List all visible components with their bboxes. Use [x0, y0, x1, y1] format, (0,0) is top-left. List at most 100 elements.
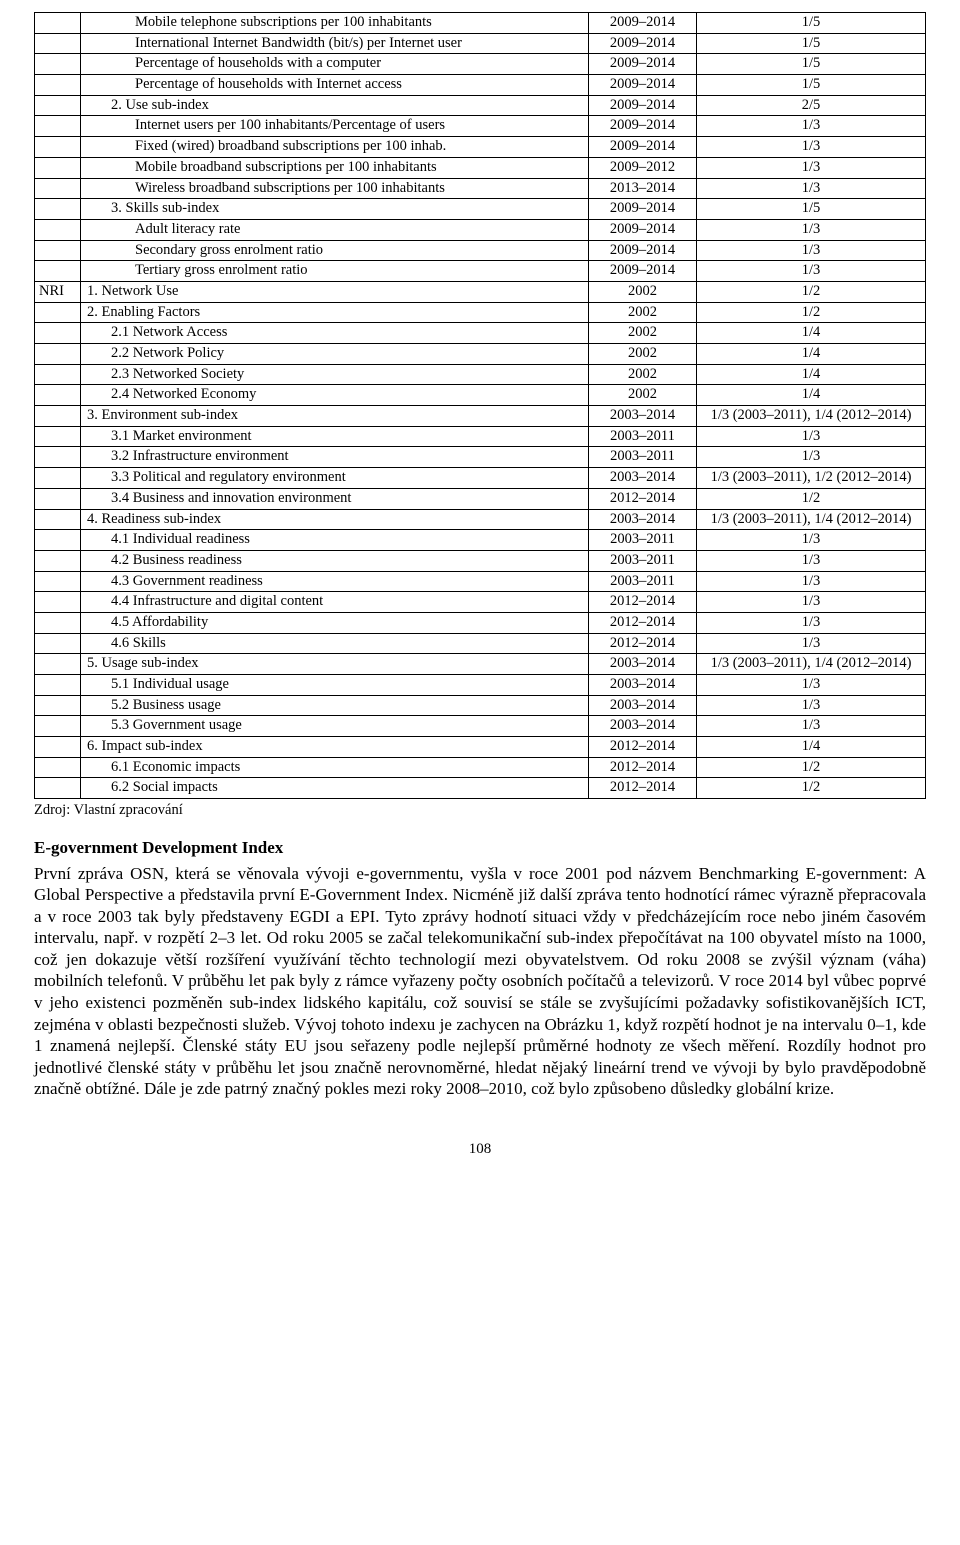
group-cell [35, 675, 81, 696]
weight-cell: 1/5 [697, 13, 926, 34]
weight-cell: 1/3 [697, 612, 926, 633]
indicator-cell: 4.6 Skills [81, 633, 589, 654]
weight-cell: 1/3 [697, 447, 926, 468]
group-cell [35, 219, 81, 240]
group-cell [35, 509, 81, 530]
years-cell: 2003–2014 [589, 406, 697, 427]
weight-cell: 1/4 [697, 344, 926, 365]
source-label: Zdroj: Vlastní zpracování [34, 801, 926, 819]
table-row: Wireless broadband subscriptions per 100… [35, 178, 926, 199]
group-cell [35, 137, 81, 158]
page-number: 108 [34, 1140, 926, 1159]
indicator-cell: Mobile broadband subscriptions per 100 i… [81, 157, 589, 178]
group-cell [35, 33, 81, 54]
indicator-cell: 5.1 Individual usage [81, 675, 589, 696]
years-cell: 2003–2011 [589, 426, 697, 447]
table-row: 4.1 Individual readiness2003–20111/3 [35, 530, 926, 551]
table-row: International Internet Bandwidth (bit/s)… [35, 33, 926, 54]
years-cell: 2003–2011 [589, 530, 697, 551]
group-cell [35, 302, 81, 323]
years-cell: 2009–2014 [589, 13, 697, 34]
indicator-cell: 4.4 Infrastructure and digital content [81, 592, 589, 613]
weight-cell: 1/3 (2003–2011), 1/4 (2012–2014) [697, 406, 926, 427]
group-cell [35, 447, 81, 468]
indicator-cell: 5.2 Business usage [81, 695, 589, 716]
table-row: Adult literacy rate2009–20141/3 [35, 219, 926, 240]
indicator-cell: Wireless broadband subscriptions per 100… [81, 178, 589, 199]
weight-cell: 1/3 [697, 675, 926, 696]
table-row: 3. Environment sub-index2003–20141/3 (20… [35, 406, 926, 427]
weight-cell: 1/3 (2003–2011), 1/4 (2012–2014) [697, 509, 926, 530]
body-paragraph: První zpráva OSN, která se věnovala vývo… [34, 863, 926, 1100]
indicator-cell: Fixed (wired) broadband subscriptions pe… [81, 137, 589, 158]
table-row: Mobile broadband subscriptions per 100 i… [35, 157, 926, 178]
weight-cell: 1/4 [697, 323, 926, 344]
indicator-cell: Adult literacy rate [81, 219, 589, 240]
group-cell [35, 592, 81, 613]
years-cell: 2012–2014 [589, 592, 697, 613]
indicator-cell: 6.2 Social impacts [81, 778, 589, 799]
group-cell [35, 468, 81, 489]
years-cell: 2003–2011 [589, 550, 697, 571]
weight-cell: 2/5 [697, 95, 926, 116]
group-cell [35, 157, 81, 178]
group-cell [35, 261, 81, 282]
group-cell [35, 364, 81, 385]
group-cell [35, 695, 81, 716]
table-row: 4.2 Business readiness2003–20111/3 [35, 550, 926, 571]
years-cell: 2012–2014 [589, 737, 697, 758]
indicator-cell: 3.3 Political and regulatory environment [81, 468, 589, 489]
years-cell: 2012–2014 [589, 612, 697, 633]
table-row: 3.1 Market environment2003–20111/3 [35, 426, 926, 447]
years-cell: 2002 [589, 323, 697, 344]
table-row: 2.4 Networked Economy20021/4 [35, 385, 926, 406]
table-row: Secondary gross enrolment ratio2009–2014… [35, 240, 926, 261]
group-cell [35, 240, 81, 261]
years-cell: 2009–2014 [589, 240, 697, 261]
indicator-cell: 2.2 Network Policy [81, 344, 589, 365]
table-row: 2. Enabling Factors20021/2 [35, 302, 926, 323]
table-row: 3. Skills sub-index2009–20141/5 [35, 199, 926, 220]
table-row: 6.2 Social impacts2012–20141/2 [35, 778, 926, 799]
weight-cell: 1/3 [697, 530, 926, 551]
years-cell: 2012–2014 [589, 488, 697, 509]
indicator-cell: 4.3 Government readiness [81, 571, 589, 592]
group-cell [35, 13, 81, 34]
group-cell [35, 116, 81, 137]
weight-cell: 1/2 [697, 281, 926, 302]
weight-cell: 1/3 (2003–2011), 1/4 (2012–2014) [697, 654, 926, 675]
weight-cell: 1/3 [697, 695, 926, 716]
group-cell [35, 199, 81, 220]
weight-cell: 1/3 [697, 571, 926, 592]
years-cell: 2009–2014 [589, 54, 697, 75]
group-cell [35, 654, 81, 675]
group-cell [35, 571, 81, 592]
indicator-cell: 3. Environment sub-index [81, 406, 589, 427]
indicator-cell: Secondary gross enrolment ratio [81, 240, 589, 261]
table-row: 5. Usage sub-index2003–20141/3 (2003–201… [35, 654, 926, 675]
group-cell [35, 344, 81, 365]
weight-cell: 1/5 [697, 199, 926, 220]
table-row: 2.2 Network Policy20021/4 [35, 344, 926, 365]
group-cell [35, 95, 81, 116]
indicator-table: Mobile telephone subscriptions per 100 i… [34, 12, 926, 799]
table-row: 3.2 Infrastructure environment2003–20111… [35, 447, 926, 468]
indicator-cell: 6.1 Economic impacts [81, 757, 589, 778]
table-row: Percentage of households with Internet a… [35, 75, 926, 96]
group-cell [35, 488, 81, 509]
years-cell: 2003–2014 [589, 654, 697, 675]
table-row: 6. Impact sub-index2012–20141/4 [35, 737, 926, 758]
years-cell: 2003–2014 [589, 716, 697, 737]
indicator-cell: 2.1 Network Access [81, 323, 589, 344]
years-cell: 2002 [589, 385, 697, 406]
indicator-cell: 4.5 Affordability [81, 612, 589, 633]
table-row: Tertiary gross enrolment ratio2009–20141… [35, 261, 926, 282]
weight-cell: 1/3 [697, 157, 926, 178]
table-row: Percentage of households with a computer… [35, 54, 926, 75]
indicator-cell: 2.4 Networked Economy [81, 385, 589, 406]
group-cell [35, 530, 81, 551]
table-row: 2.1 Network Access20021/4 [35, 323, 926, 344]
years-cell: 2003–2011 [589, 447, 697, 468]
group-cell [35, 323, 81, 344]
years-cell: 2012–2014 [589, 633, 697, 654]
